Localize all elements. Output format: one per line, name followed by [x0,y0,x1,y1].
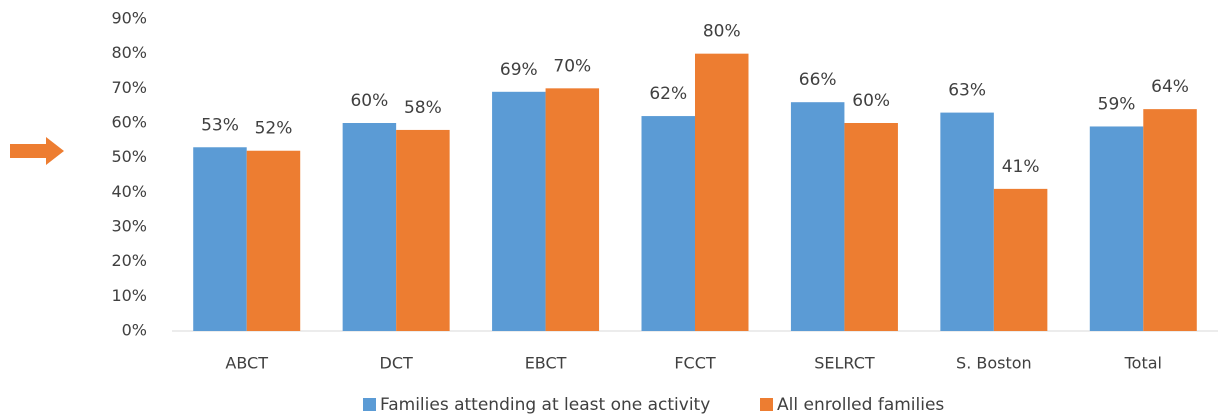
data-label: 52% [255,119,293,139]
data-label: 69% [500,60,538,80]
bar [193,147,247,331]
bar [641,116,695,331]
y-tick-label: 10% [111,286,147,305]
y-tick-label: 60% [111,113,147,132]
data-label: 58% [404,98,442,118]
bar [492,91,546,331]
data-label: 70% [553,56,591,76]
data-label: 64% [1151,77,1189,97]
bar [790,102,845,331]
y-tick-label: 40% [111,182,147,201]
x-tick-label: Total [1124,354,1162,373]
x-tick-label: DCT [380,354,413,373]
bar [246,150,301,331]
data-label: 60% [852,91,890,111]
x-tick-label: FCCT [674,354,716,373]
y-tick-label: 30% [111,217,147,236]
data-label: 53% [201,115,239,135]
bar [396,129,450,331]
y-tick-label: 0% [122,321,147,340]
legend-swatch [760,398,773,411]
x-tick-label: ABCT [225,354,268,373]
y-tick-label: 70% [111,78,147,97]
bar [1143,109,1197,331]
legend-label: Families attending at least one activity [380,395,710,415]
data-label: 63% [948,81,986,101]
data-label: 62% [649,84,687,104]
legend-label: All enrolled families [777,395,944,415]
bar [695,53,749,332]
x-tick-label: SELRCT [814,354,875,373]
bar [993,188,1048,331]
data-label: 80% [703,22,741,42]
x-tick-label: S. Boston [956,354,1032,373]
y-tick-label: 50% [111,147,147,166]
bar [1089,126,1144,331]
data-label: 59% [1098,94,1136,114]
y-tick-label: 80% [111,43,147,62]
data-label: 66% [799,70,837,90]
arrow-icon [10,137,64,165]
y-tick-label: 90% [111,9,147,28]
data-label: 41% [1002,157,1040,177]
legend-swatch [363,398,376,411]
bar [342,123,397,331]
bar [844,123,898,331]
bar [940,112,994,331]
data-label: 60% [350,91,388,111]
y-tick-label: 20% [111,251,147,270]
bar [545,88,600,331]
x-tick-label: EBCT [525,354,567,373]
